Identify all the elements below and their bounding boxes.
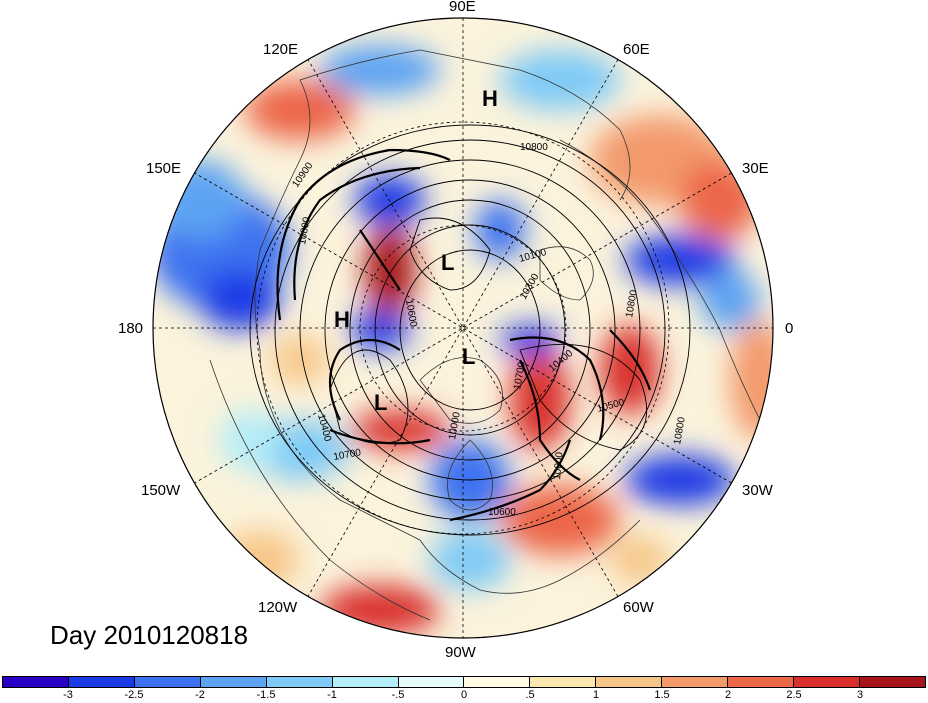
pressure-label-low-lower: L xyxy=(374,390,387,415)
colorbar-swatch xyxy=(266,677,333,687)
contour-label: 10700 xyxy=(512,361,528,391)
contour-label: 10800 xyxy=(552,451,565,480)
colorbar-swatch xyxy=(662,677,729,687)
colorbar-swatch xyxy=(332,677,399,687)
contour-label: 10800 xyxy=(520,142,548,153)
pressure-label-low-center: L xyxy=(441,250,454,275)
lon-label-60e: 60E xyxy=(623,41,650,58)
colorbar-tick-label: 1 xyxy=(592,689,600,701)
contour-label: 10600 xyxy=(403,299,419,329)
colorbar-swatch xyxy=(596,677,663,687)
pressure-label-low-pole: L xyxy=(462,344,475,369)
pressure-label-high-left: H xyxy=(334,307,350,332)
lon-label-0: 0 xyxy=(785,320,794,337)
lon-label-90e: 90E xyxy=(449,0,476,15)
jet-contours xyxy=(276,148,652,522)
colorbar-swatch xyxy=(859,677,925,687)
lon-label-150w: 150W xyxy=(141,482,181,499)
height-contours xyxy=(249,124,691,536)
map-boundary xyxy=(152,17,774,639)
colorbar-swatch xyxy=(398,677,465,687)
colorbar-tick-label: -1 xyxy=(327,689,337,701)
colorbar-tick-label: 2 xyxy=(724,689,732,701)
lon-label-120e: 120E xyxy=(263,41,299,58)
anomaly-field xyxy=(153,18,773,638)
colorbar-tick-label: .5 xyxy=(525,689,535,701)
colorbar-tick-label: -2 xyxy=(195,689,205,701)
lon-label-30w: 30W xyxy=(742,482,773,499)
colorbar-swatch xyxy=(200,677,267,687)
lon-label-150e: 150E xyxy=(146,160,182,177)
colorbar-swatch xyxy=(794,677,860,687)
colorbar-tick-label: -1.5 xyxy=(256,689,276,701)
lon-label-60w: 60W xyxy=(623,599,654,616)
pressure-label-high-top: H xyxy=(482,86,498,111)
pressure-system-labels: H L H L L xyxy=(334,86,498,415)
colorbar-tick-label: -.5 xyxy=(391,689,405,701)
colorbar-tick-label: 3 xyxy=(856,689,864,701)
colorbar xyxy=(2,676,926,688)
colorbar-tick-label: -3 xyxy=(63,689,73,701)
colorbar-swatch xyxy=(530,677,597,687)
colorbar-tick-labels: -3 -2.5 -2 -1.5 -1 -.5 0 .5 1 1.5 2 2.5 3 xyxy=(0,689,928,703)
colorbar-swatch xyxy=(134,677,201,687)
lon-label-90w: 90W xyxy=(445,644,476,661)
map-title: Day 2010120818 xyxy=(50,620,249,650)
lon-label-180: 180 xyxy=(118,320,144,337)
coastlines xyxy=(209,49,761,621)
colorbar-swatch xyxy=(3,677,69,687)
contour-label: 10800 xyxy=(297,216,313,246)
colorbar-tick-label: 2.5 xyxy=(786,689,802,701)
graticule xyxy=(153,18,773,638)
contour-label: 10800 xyxy=(672,416,688,446)
contour-label: 10600 xyxy=(488,507,516,518)
contour-label: 10000 xyxy=(447,411,463,441)
colorbar-swatch xyxy=(464,677,531,687)
colorbar-swatch xyxy=(68,677,135,687)
contour-label: 10700 xyxy=(333,447,363,463)
colorbar-swatch xyxy=(728,677,795,687)
lon-label-120w: 120W xyxy=(258,599,298,616)
colorbar-tick-label: 1.5 xyxy=(654,689,670,701)
contour-label: 10800 xyxy=(624,289,640,319)
colorbar-tick-label: 0 xyxy=(460,689,468,701)
colorbar-tick-label: -2.5 xyxy=(124,689,144,701)
lon-label-30e: 30E xyxy=(742,160,769,177)
